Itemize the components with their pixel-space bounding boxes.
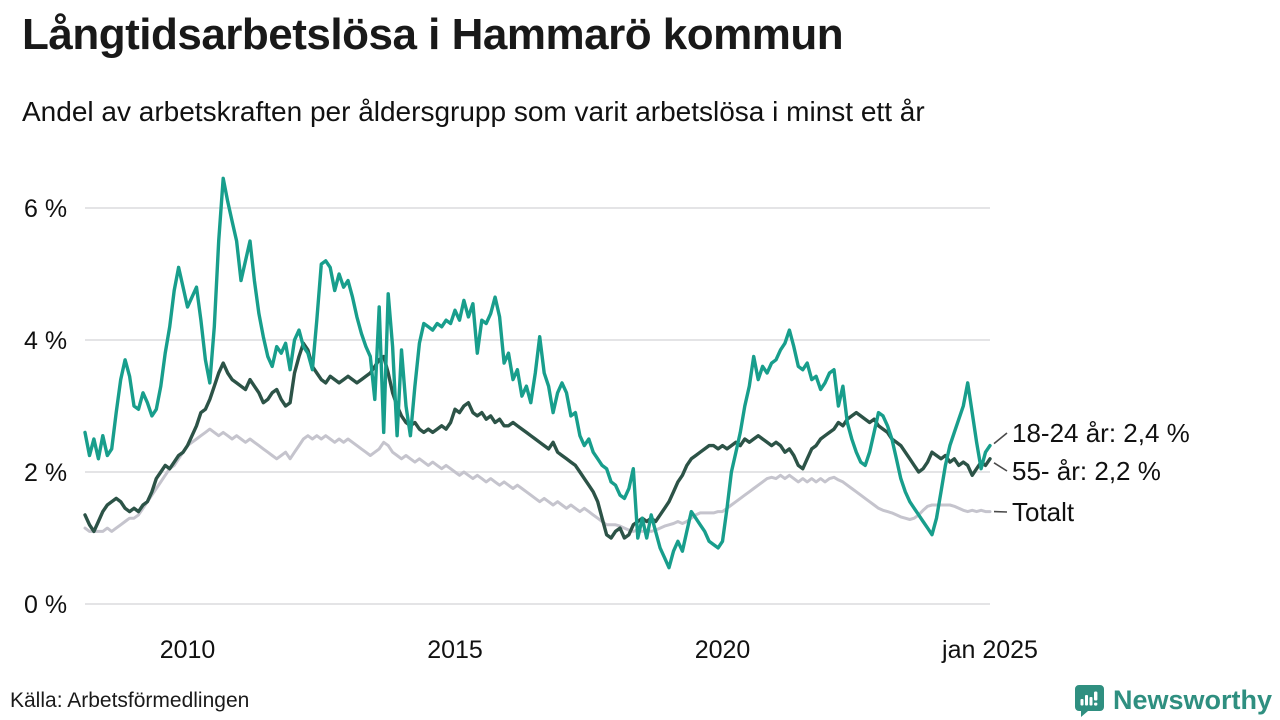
annotation-connector-1: [993, 462, 1008, 472]
series-line-55-r: [83, 341, 992, 540]
annotation-connector-0: [993, 432, 1008, 445]
y-axis-label-6: 6 %: [24, 195, 67, 223]
series-end-label-0: 18-24 år: 2,4 %: [1012, 418, 1190, 448]
page-title: Långtidsarbetslösa i Hammarö kommun: [22, 10, 844, 59]
brand-name: Newsworthy: [1112, 685, 1272, 715]
x-axis-label-3: jan 2025: [941, 636, 1038, 664]
x-axis-label-2: 2020: [695, 636, 751, 664]
series-end-label-2: Totalt: [1012, 497, 1075, 527]
x-axis-label-0: 2010: [160, 636, 216, 664]
series-line-Totalt: [83, 427, 992, 533]
series-line-18-24r: [83, 176, 992, 570]
chart-subtitle: Andel av arbetskraften per åldersgrupp s…: [22, 96, 925, 127]
y-axis-label-4: 4 %: [24, 327, 67, 355]
newsworthy-logo: Newsworthy: [1074, 684, 1272, 717]
y-axis-label-2: 2 %: [24, 459, 67, 487]
x-axis-label-1: 2015: [427, 636, 483, 664]
y-axis-label-0: 0 %: [24, 591, 67, 619]
series-end-label-1: 55- år: 2,2 %: [1012, 456, 1161, 486]
source-note: Källa: Arbetsförmedlingen: [10, 689, 250, 712]
newsworthy-bars-icon: [1074, 685, 1104, 717]
